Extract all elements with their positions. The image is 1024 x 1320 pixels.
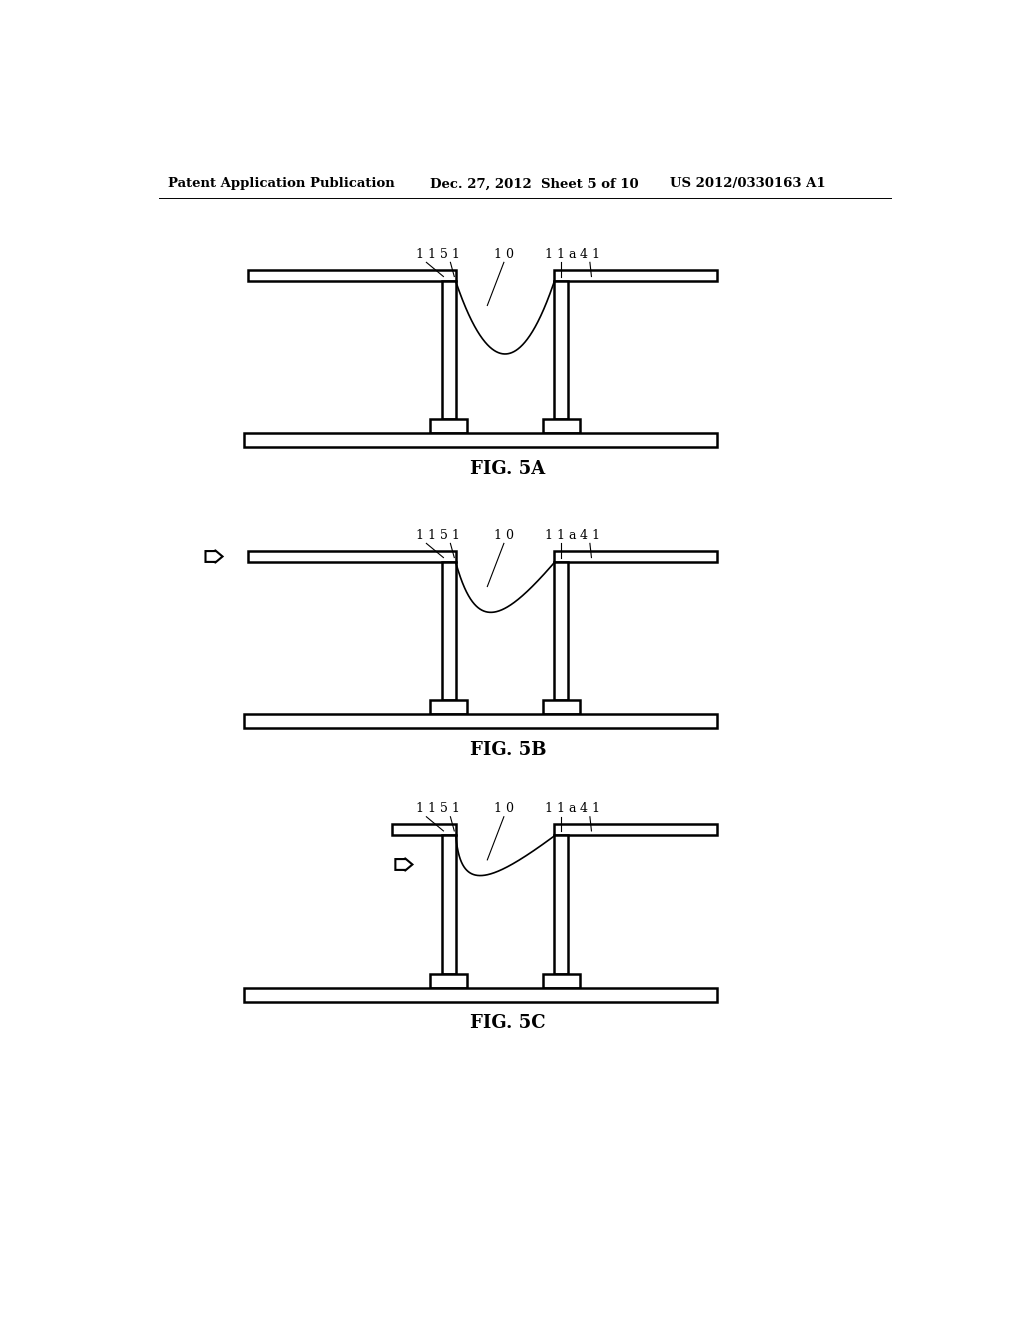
Bar (430, 701, 467, 714)
Polygon shape (206, 550, 222, 562)
Text: 1 1 a: 1 1 a (546, 248, 577, 261)
Text: 1 1: 1 1 (417, 529, 436, 543)
Text: FIG. 5C: FIG. 5C (470, 1014, 546, 1032)
Bar (430, 974, 467, 987)
Text: 4 1: 4 1 (580, 803, 600, 816)
Bar (554, 271, 717, 281)
Polygon shape (395, 858, 413, 871)
Bar (554, 552, 717, 562)
Text: 1 1: 1 1 (417, 248, 436, 261)
Text: FIG. 5B: FIG. 5B (469, 741, 546, 759)
Bar (554, 562, 568, 701)
Bar (245, 433, 717, 447)
Bar (554, 836, 568, 974)
Bar (442, 281, 456, 420)
Bar (245, 987, 717, 1002)
Text: FIG. 5A: FIG. 5A (470, 459, 546, 478)
Text: Patent Application Publication: Patent Application Publication (168, 177, 395, 190)
Text: 5 1: 5 1 (440, 803, 461, 816)
Text: 1 1 a: 1 1 a (546, 803, 577, 816)
Text: Dec. 27, 2012  Sheet 5 of 10: Dec. 27, 2012 Sheet 5 of 10 (430, 177, 639, 190)
Bar (543, 420, 580, 433)
Bar (543, 701, 580, 714)
Bar (442, 836, 456, 974)
Text: 4 1: 4 1 (580, 529, 600, 543)
Text: 1 0: 1 0 (494, 529, 514, 543)
Text: 1 1 a: 1 1 a (546, 529, 577, 543)
Bar (248, 271, 456, 281)
Bar (430, 420, 467, 433)
Text: 5 1: 5 1 (440, 529, 461, 543)
Bar (442, 562, 456, 701)
Bar (245, 714, 717, 729)
Bar (543, 974, 580, 987)
Bar (554, 825, 717, 836)
Text: US 2012/0330163 A1: US 2012/0330163 A1 (671, 177, 826, 190)
Text: 1 1: 1 1 (417, 803, 436, 816)
Text: 1 0: 1 0 (494, 248, 514, 261)
Text: 5 1: 5 1 (440, 248, 461, 261)
Bar (391, 825, 456, 836)
Bar (554, 281, 568, 420)
Text: 1 0: 1 0 (494, 803, 514, 816)
Bar (248, 552, 456, 562)
Text: 4 1: 4 1 (580, 248, 600, 261)
